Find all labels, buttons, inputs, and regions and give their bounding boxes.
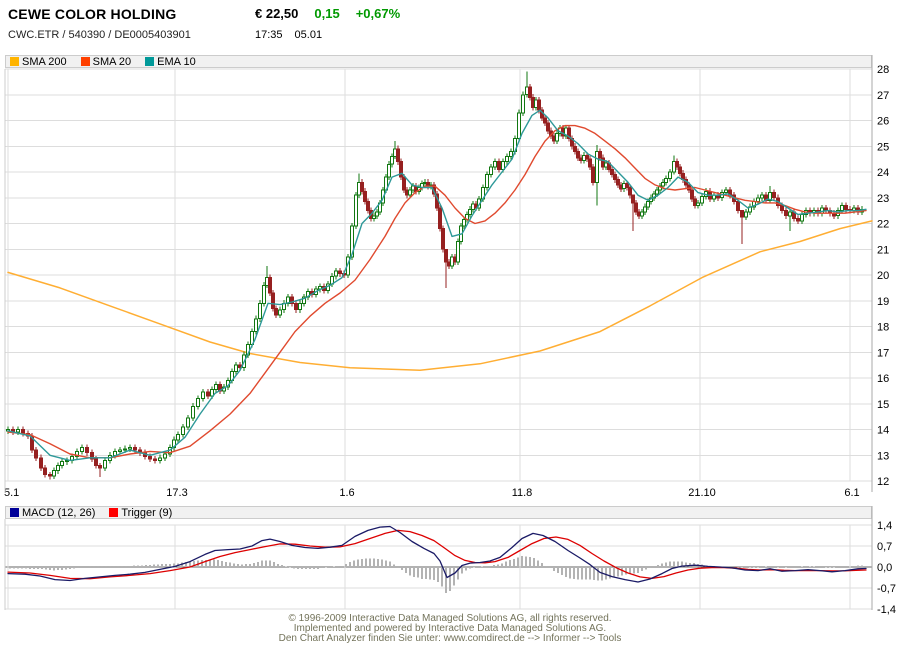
ema10-swatch-icon [145,57,155,66]
svg-text:26: 26 [877,116,889,128]
trigger-swatch-icon [109,508,119,517]
svg-text:19: 19 [877,296,889,308]
svg-text:20: 20 [877,270,889,282]
svg-text:18: 18 [877,322,889,334]
svg-text:28: 28 [877,64,889,76]
legend-label-macd: MACD (12, 26) [22,506,96,519]
footer-powered-by-line: Implemented and powered by Interactive D… [293,623,607,634]
legend-item-trigger: Trigger (9) [109,507,172,519]
svg-text:11.8: 11.8 [512,487,533,499]
legend-label-sma20: SMA 20 [92,55,132,68]
price-row: € 22,50 0,15 +0,67% [255,6,400,21]
legend-item-sma200: SMA 200 [10,56,67,68]
svg-text:0,0: 0,0 [877,562,892,574]
svg-text:24: 24 [877,167,889,179]
svg-text:1.6: 1.6 [339,487,354,499]
macd-swatch-icon [10,508,19,517]
svg-text:16: 16 [877,373,889,385]
instrument-title: CEWE COLOR HOLDING [8,6,177,22]
legend-item-macd: MACD (12, 26) [10,507,95,519]
svg-text:21: 21 [877,244,889,256]
svg-text:21.10: 21.10 [688,487,716,499]
svg-text:25: 25 [877,141,889,153]
legend-label-sma200: SMA 200 [22,55,67,68]
chart-footer: © 1996-2009 Interactive Data Managed Sol… [0,614,900,644]
legend-label-trigger: Trigger (9) [121,506,173,519]
last-price: € 22,50 [255,6,299,21]
price-change: 0,15 [314,6,340,21]
instrument-identifiers: CWC.ETR / 540390 / DE0005403901 [8,29,191,41]
svg-text:12: 12 [877,476,889,488]
legend-label-ema10: EMA 10 [157,55,196,68]
sma20-swatch-icon [80,57,90,66]
svg-text:17.3: 17.3 [166,487,187,499]
svg-text:27: 27 [877,90,889,102]
svg-text:23: 23 [877,193,889,205]
price-change-percent: +0,67% [355,6,401,21]
sma200-swatch-icon [10,57,19,66]
svg-text:15: 15 [877,399,889,411]
svg-text:1,4: 1,4 [877,520,892,532]
footer-analyzer-line: Den Chart Analyzer finden Sie unter: www… [278,633,622,644]
svg-text:14: 14 [877,425,889,437]
legend-item-sma20: SMA 20 [80,55,132,68]
quote-time: 17:35 [255,29,283,41]
svg-text:5.1: 5.1 [4,487,19,499]
svg-text:-0,7: -0,7 [877,583,896,595]
svg-text:6.1: 6.1 [844,487,859,499]
svg-text:13: 13 [877,450,889,462]
svg-text:22: 22 [877,219,889,231]
quote-time-row: 17:35 05.01 [255,29,322,41]
quote-date: 05.01 [294,29,323,41]
footer-copyright-line: © 1996-2009 Interactive Data Managed Sol… [288,613,612,624]
svg-text:0,7: 0,7 [877,541,892,553]
svg-text:-1,4: -1,4 [877,604,896,616]
legend-item-ema10: EMA 10 [145,56,196,68]
svg-text:17: 17 [877,347,889,359]
